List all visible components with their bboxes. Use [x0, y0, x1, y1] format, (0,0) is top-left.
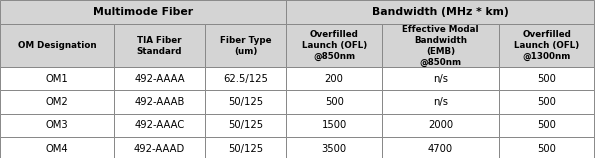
Bar: [205, 137, 286, 158]
Text: 62.5/125: 62.5/125: [224, 74, 268, 84]
Text: Overfilled
Launch (OFL)
@850nm: Overfilled Launch (OFL) @850nm: [302, 30, 367, 61]
Bar: [0, 67, 114, 90]
Bar: [0, 114, 114, 137]
Text: n/s: n/s: [433, 97, 448, 107]
Text: 500: 500: [537, 97, 556, 107]
Text: 2000: 2000: [428, 120, 453, 130]
Bar: [286, 67, 382, 90]
Text: 50/125: 50/125: [228, 144, 264, 154]
Bar: [114, 137, 205, 158]
Bar: [114, 90, 205, 114]
Bar: [0, 24, 114, 67]
Bar: [205, 24, 286, 67]
Bar: [286, 114, 382, 137]
Bar: [205, 90, 286, 114]
Bar: [499, 90, 594, 114]
Text: OM1: OM1: [46, 74, 68, 84]
Text: Fiber Type
(um): Fiber Type (um): [220, 36, 272, 56]
Text: Multimode Fiber: Multimode Fiber: [93, 7, 193, 17]
Bar: [114, 67, 205, 90]
Text: 492-AAAC: 492-AAAC: [134, 120, 185, 130]
Bar: [382, 137, 499, 158]
Bar: [114, 24, 205, 67]
Text: TIA Fiber
Standard: TIA Fiber Standard: [137, 36, 182, 56]
Text: Bandwidth (MHz * km): Bandwidth (MHz * km): [372, 7, 509, 17]
Text: n/s: n/s: [433, 74, 448, 84]
Text: 492-AAAA: 492-AAAA: [134, 74, 185, 84]
Bar: [286, 137, 382, 158]
Text: 1500: 1500: [322, 120, 347, 130]
Text: 50/125: 50/125: [228, 97, 264, 107]
Bar: [286, 0, 594, 24]
Bar: [0, 137, 114, 158]
Bar: [499, 24, 594, 67]
Bar: [382, 114, 499, 137]
Bar: [205, 67, 286, 90]
Text: OM3: OM3: [46, 120, 68, 130]
Bar: [205, 114, 286, 137]
Bar: [382, 24, 499, 67]
Text: 50/125: 50/125: [228, 120, 264, 130]
Bar: [0, 0, 286, 24]
Text: 3500: 3500: [322, 144, 347, 154]
Bar: [382, 67, 499, 90]
Bar: [382, 90, 499, 114]
Text: 492-AAAB: 492-AAAB: [134, 97, 185, 107]
Bar: [286, 24, 382, 67]
Text: OM Designation: OM Designation: [18, 41, 96, 50]
Bar: [499, 67, 594, 90]
Bar: [499, 114, 594, 137]
Text: OM4: OM4: [46, 144, 68, 154]
Text: OM2: OM2: [46, 97, 68, 107]
Text: Effective Modal
Bandwidth
(EMB)
@850nm: Effective Modal Bandwidth (EMB) @850nm: [402, 25, 479, 67]
Text: Overfilled
Launch (OFL)
@1300nm: Overfilled Launch (OFL) @1300nm: [514, 30, 579, 61]
Bar: [0, 90, 114, 114]
Text: 500: 500: [537, 74, 556, 84]
Text: 492-AAAD: 492-AAAD: [134, 144, 185, 154]
Bar: [286, 90, 382, 114]
Text: 4700: 4700: [428, 144, 453, 154]
Text: 200: 200: [325, 74, 344, 84]
Text: 500: 500: [537, 120, 556, 130]
Bar: [114, 114, 205, 137]
Bar: [499, 137, 594, 158]
Text: 500: 500: [325, 97, 344, 107]
Text: 500: 500: [537, 144, 556, 154]
